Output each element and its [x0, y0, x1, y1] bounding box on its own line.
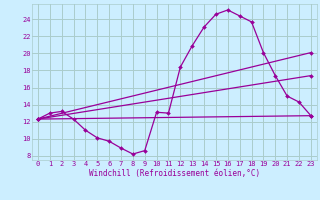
X-axis label: Windchill (Refroidissement éolien,°C): Windchill (Refroidissement éolien,°C): [89, 169, 260, 178]
